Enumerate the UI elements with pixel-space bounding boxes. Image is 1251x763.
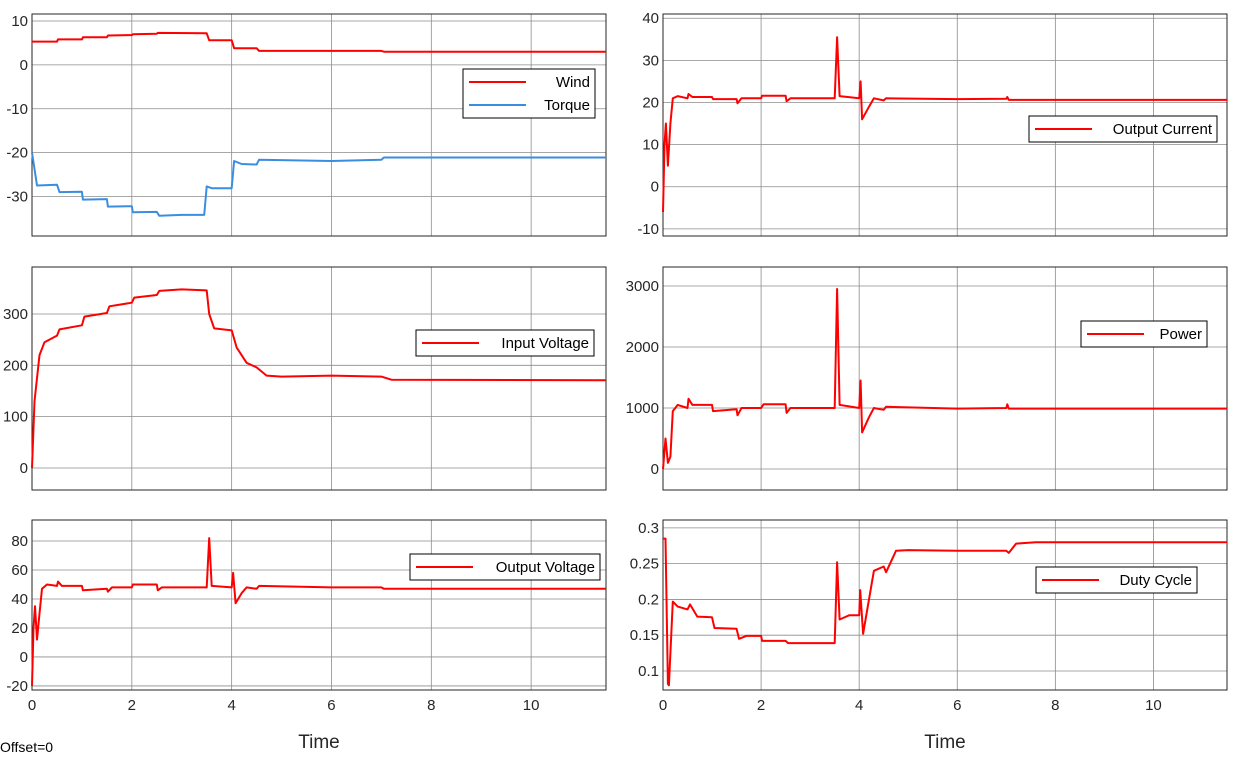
- y-tick-label: 100: [3, 409, 28, 426]
- y-tick-label: 0: [20, 57, 28, 74]
- series-line-input-voltage: [31, 288, 607, 469]
- y-tick-label: 20: [11, 620, 28, 637]
- x-tick-label: 6: [953, 697, 961, 714]
- series-line-torque: [31, 152, 606, 217]
- plot-area: [32, 267, 606, 490]
- y-tick-label: -20: [6, 145, 28, 162]
- y-tick-label: 2000: [626, 339, 659, 356]
- y-tick-label: 0.25: [630, 556, 659, 573]
- y-tick-label: 0.1: [638, 663, 659, 680]
- series-line-wind: [32, 31, 606, 53]
- x-axis-label: Time: [298, 732, 340, 753]
- x-axis-label: Time: [924, 732, 966, 753]
- y-tick-label: 1000: [626, 400, 659, 417]
- axes-box: [31, 519, 607, 691]
- axes-box: [662, 266, 1228, 491]
- y-tick-label: 40: [11, 591, 28, 608]
- series-line-output-voltage: [31, 537, 606, 686]
- axes-box: [662, 13, 1228, 237]
- y-tick-label: -10: [6, 101, 28, 118]
- x-tick-label: 4: [227, 697, 235, 714]
- y-tick-label: 0: [20, 649, 28, 666]
- y-tick-label: 40: [642, 10, 659, 27]
- y-tick-label: 0: [651, 461, 659, 478]
- axes-box: [662, 519, 1228, 691]
- y-tick-label: 3000: [626, 278, 659, 295]
- plot-area: [32, 520, 606, 690]
- series-line-power: [662, 288, 1227, 470]
- y-tick-label: -30: [6, 189, 28, 206]
- y-tick-label: 0.15: [630, 627, 659, 644]
- y-tick-label: 0: [651, 179, 659, 196]
- x-tick-label: 2: [757, 697, 765, 714]
- y-tick-label: 200: [3, 357, 28, 374]
- legend-label: Duty Cycle: [1119, 572, 1192, 589]
- legend: Power: [1080, 320, 1208, 348]
- x-tick-label: 6: [327, 697, 335, 714]
- subplot-3: 0 1000 2000 3000 Power: [626, 266, 1228, 491]
- y-tick-label: 0.3: [638, 520, 659, 537]
- x-tick-label: 2: [128, 697, 136, 714]
- legend: Input Voltage: [415, 329, 595, 357]
- subplot-2: 0 100 200 300 Input Voltage: [3, 266, 607, 491]
- axes-box: [31, 266, 607, 491]
- y-tick-label: 80: [11, 533, 28, 550]
- y-tick-label: 30: [642, 52, 659, 69]
- offset-label: Offset=0: [0, 739, 54, 755]
- x-tick-label: 0: [28, 697, 36, 714]
- legend-label: Output Voltage: [496, 559, 595, 576]
- legend-label: Power: [1159, 326, 1202, 343]
- plot-area: [32, 14, 606, 236]
- plot-area: [663, 267, 1227, 490]
- x-tick-label: 0: [659, 697, 667, 714]
- legend: Output Current: [1028, 115, 1218, 143]
- legend-label: Input Voltage: [501, 335, 589, 352]
- legend: Wind Torque: [462, 68, 596, 119]
- axes-box: [31, 13, 607, 237]
- y-tick-label: 0: [20, 460, 28, 477]
- y-tick-label: -20: [6, 678, 28, 695]
- x-tick-label: 4: [855, 697, 863, 714]
- legend: Duty Cycle: [1035, 566, 1198, 594]
- subplot-5: 0 2 4 6 8 10 0.1 0.15 0.2 0.25 0.3 Time Duty Cycle: [630, 519, 1228, 753]
- legend-label: Output Current: [1113, 121, 1213, 138]
- y-tick-label: 10: [11, 13, 28, 30]
- legend-box: [462, 68, 596, 119]
- x-tick-label: 8: [427, 697, 435, 714]
- x-tick-label: 10: [1145, 697, 1162, 714]
- plot-area: [663, 520, 1227, 690]
- series-line-output-current: [662, 36, 1227, 213]
- y-tick-label: 20: [642, 94, 659, 111]
- subplot-1: -10 0 10 20 30 40 Output Current: [637, 10, 1228, 238]
- x-tick-label: 8: [1051, 697, 1059, 714]
- legend-label: Wind: [556, 74, 590, 91]
- x-tick-label: 10: [523, 697, 540, 714]
- subplot-0: -30 -20 -10 0 10 Wind Torque: [6, 13, 607, 237]
- y-tick-label: -10: [637, 221, 659, 238]
- y-tick-label: 300: [3, 306, 28, 323]
- legend-label: Torque: [544, 97, 590, 114]
- legend: Output Voltage: [409, 553, 601, 581]
- series-line-duty-cycle: [663, 537, 1227, 687]
- y-tick-label: 60: [11, 562, 28, 579]
- y-tick-label: 0.2: [638, 591, 659, 608]
- y-tick-label: 10: [642, 137, 659, 154]
